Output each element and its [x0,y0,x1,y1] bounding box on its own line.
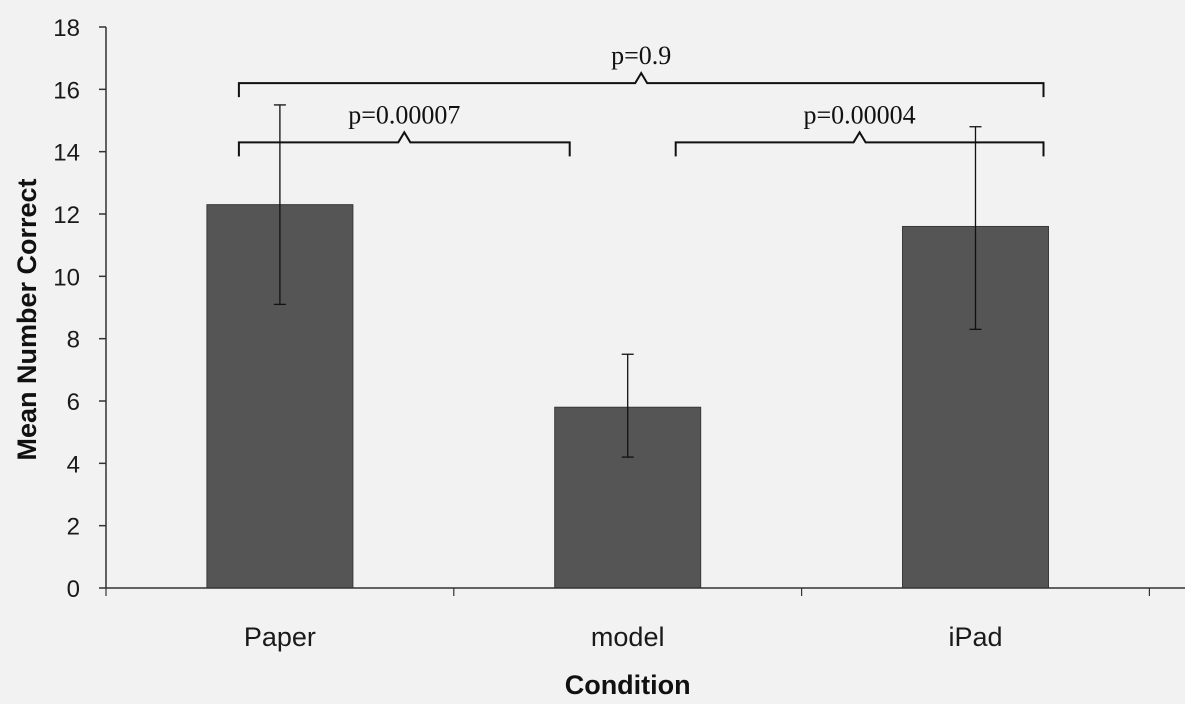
axes-layer [105,27,1185,589]
category-labels-layer: Paper model iPad [244,622,1003,652]
significance-bracket [674,130,1045,157]
significance-brackets-layer: p=0.9 p=0.00007 p=0.00004 [237,41,1045,157]
y-tick-label: 0 [67,576,80,603]
y-tick-label: 10 [53,264,80,291]
y-tick-label: 2 [67,514,80,541]
significance-bracket [237,71,1045,98]
p-value-label: p=0.9 [611,41,671,70]
category-label-ipad: iPad [948,622,1002,652]
y-tick-label: 12 [53,202,80,229]
significance-bracket [237,130,571,157]
y-axis-title: Mean Number Correct [12,178,42,460]
y-tick-label: 18 [53,15,80,42]
y-tick-label: 14 [53,140,80,167]
y-tick-label: 16 [53,77,80,104]
y-tick-label: 4 [67,451,80,478]
category-label-model: model [591,622,665,652]
p-value-label: p=0.00007 [348,100,460,129]
bars-layer [206,104,1049,589]
y-ticks-layer: 0 2 4 6 8 10 12 14 16 18 [53,15,1150,603]
y-tick-label: 8 [67,327,80,354]
x-axis-title: Condition [565,670,691,699]
p-value-label: p=0.00004 [804,100,916,129]
y-tick-label: 6 [67,389,80,416]
category-label-paper: Paper [244,622,316,652]
